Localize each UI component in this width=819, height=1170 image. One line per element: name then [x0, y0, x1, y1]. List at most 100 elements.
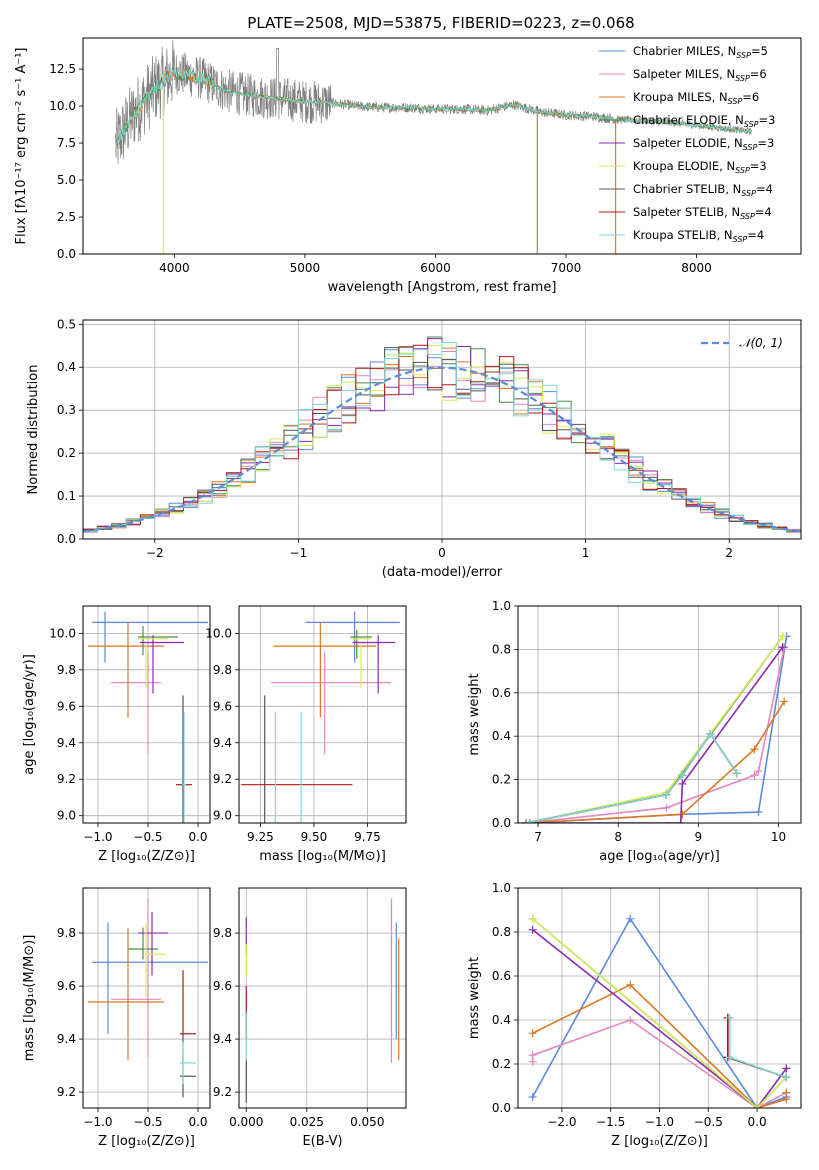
- mass-weight-marker: [662, 790, 671, 799]
- spectrum-ytick-label: 12.5: [49, 62, 76, 76]
- weight_vs_age-frame: 7 8 9 10 0.0 0.2 0.4 0.6 0.8 1.0 age [log₁₀(age/yr…: [467, 599, 802, 864]
- age_vs_mass-ytick-label: 10.0: [205, 626, 232, 640]
- residuals-xtick-label: −1: [290, 546, 308, 560]
- legend-entry: 𝒩(0, 1): [739, 336, 783, 350]
- age_vs_mass-xlabel: mass [log₁₀(M/M⊙)]: [259, 849, 386, 864]
- mass_vs_z-ytick-label: 9.6: [57, 979, 76, 993]
- age_vs_z-ytick-label: 9.0: [57, 809, 76, 823]
- mass-weight-marker: [662, 803, 671, 812]
- age_vs_mass-ytick-label: 9.0: [213, 809, 232, 823]
- legend-entry: Salpeter STELIB, NSSP=4: [633, 205, 772, 221]
- residuals-xtick-label: −2: [146, 546, 164, 560]
- mass_vs_z-xtick-label: −1.0: [83, 1115, 112, 1129]
- age_vs_z-ytick-label: 10.0: [49, 626, 76, 640]
- mass-weight-marker: [780, 697, 789, 706]
- age_vs_z-xlabel: Z [log₁₀(Z/Z⊙)]: [98, 849, 195, 864]
- spectrum-xtick-label: 8000: [681, 261, 712, 275]
- mass_vs_ebv-xtick-label: 0.000: [229, 1115, 263, 1129]
- weight_vs_z-xlabel: Z [log₁₀(Z/Z⊙)]: [611, 1134, 708, 1149]
- age_vs_mass-xtick-label: 9.50: [301, 830, 328, 844]
- age_vs_mass-xtick-label: 9.75: [354, 830, 381, 844]
- mass-weight-line: [532, 929, 788, 1108]
- legend-entry: Kroupa STELIB, NSSP=4: [633, 228, 764, 244]
- mass_vs_z-ytick-label: 9.8: [57, 926, 76, 940]
- legend-entry: Chabrier STELIB, NSSP=4: [633, 182, 773, 198]
- mass_vs_z-ylabel: mass [log₁₀(M/M⊙)]: [22, 935, 37, 1062]
- weight_vs_z-ytick-label: 0.0: [492, 1101, 511, 1115]
- mass-weight-marker: [782, 1064, 791, 1073]
- legend-entry: Kroupa MILES, NSSP=6: [633, 90, 759, 106]
- mass-weight-marker: [678, 779, 687, 788]
- weight_vs_z-frame: −2.0 −1.5 −1.0 −0.5 0.0 0.0 0.2 0.4 0.6 0.8 1.0 Z […: [467, 881, 802, 1149]
- mass_vs_ebv-ytick-label: 9.2: [213, 1085, 232, 1099]
- mass-weight-marker: [750, 745, 759, 754]
- mass-weight-marker: [778, 632, 787, 641]
- age_vs_z-xtick-label: −1.0: [83, 830, 112, 844]
- residuals-ytick-label: 0.4: [57, 360, 76, 374]
- age_vs_mass-plot: [241, 611, 400, 823]
- mass-weight-marker: [528, 925, 537, 934]
- mass-weight-marker: [678, 810, 687, 819]
- mass-weight-marker: [732, 769, 741, 778]
- residuals-ytick-label: 0.2: [57, 446, 76, 460]
- spectrum-xtick-label: 4000: [159, 261, 190, 275]
- mass-weight-marker: [676, 819, 685, 823]
- weight_vs_age-ytick-label: 0.0: [492, 816, 511, 830]
- age_vs_z-ytick-label: 9.4: [57, 736, 76, 750]
- mass_vs_z-plot: [88, 898, 208, 1098]
- age_vs_mass-axes: [239, 606, 406, 823]
- weight_vs_age-xlabel: age [log₁₀(age/yr)]: [599, 849, 720, 864]
- mass-weight-marker: [528, 1093, 537, 1101]
- weight_vs_age-plot: [522, 632, 791, 823]
- spectrum-xtick-label: 7000: [551, 261, 582, 275]
- mass-weight-marker: [754, 766, 763, 775]
- mass-weight-line: [526, 646, 784, 823]
- weight_vs_age-ylabel: mass weight: [467, 673, 482, 755]
- mass-weight-marker: [528, 1029, 537, 1038]
- mass-weight-marker: [528, 914, 537, 923]
- residuals-ytick-label: 0.1: [57, 489, 76, 503]
- residual-histogram: [83, 344, 801, 533]
- mass-weight-marker: [725, 1013, 734, 1022]
- spectrum-xtick-label: 6000: [420, 261, 451, 275]
- weight_vs_age-ytick-label: 0.2: [492, 773, 511, 787]
- mass-weight-marker: [754, 808, 763, 817]
- weight_vs_z-ytick-label: 0.8: [492, 925, 511, 939]
- mass-weight-marker: [626, 980, 635, 989]
- residuals-frame: −2 −1 0 1 2 0.0 0.1 0.2 0.3 0.4 0.5 (data-model)/er…: [26, 317, 802, 580]
- weight_vs_z-ylabel: mass weight: [467, 957, 482, 1039]
- spectrum-ylabel: Flux [fλ10⁻¹⁷ erg cm⁻² s⁻¹ A⁻¹]: [14, 48, 29, 245]
- weight_vs_z-ytick-label: 0.2: [492, 1057, 511, 1071]
- residuals-xtick-label: 1: [582, 546, 590, 560]
- weight_vs_z-ytick-label: 0.4: [492, 1013, 511, 1027]
- weight_vs_z-axes: [518, 887, 801, 1109]
- mass-weight-marker: [522, 819, 531, 823]
- mass_vs_ebv-frame: 0.000 0.025 0.050 9.2 9.4 9.6 9.8 E(B-V): [213, 887, 407, 1149]
- mass_vs_ebv-ytick-label: 9.4: [213, 1032, 232, 1046]
- mass-weight-marker: [782, 1073, 791, 1082]
- residuals-ylabel: Normed distribution: [26, 365, 41, 495]
- mass-weight-marker: [778, 643, 787, 652]
- weight_vs_age-ytick-label: 0.8: [492, 642, 511, 656]
- spectrum-plot: [115, 39, 752, 254]
- age_vs_z-ytick-label: 9.2: [57, 772, 76, 786]
- spectrum-ytick-label: 7.5: [57, 136, 76, 150]
- residuals-xtick-label: 0: [438, 546, 446, 560]
- mass-weight-marker: [782, 1088, 791, 1097]
- spectrum-ytick-label: 0.0: [57, 247, 76, 261]
- figure-title: PLATE=2508, MJD=53875, FIBERID=0223, z=0…: [247, 14, 634, 32]
- mass-weight-line: [525, 635, 784, 823]
- mass_vs_ebv-xtick-label: 0.050: [350, 1115, 384, 1129]
- mass_vs_ebv-axes: [239, 888, 406, 1108]
- age_vs_mass-ytick-label: 9.8: [213, 663, 232, 677]
- age_vs_z-xtick-label: 0.0: [188, 830, 207, 844]
- mass_vs_z-xlabel: Z [log₁₀(Z/Z⊙)]: [98, 1134, 195, 1149]
- age_vs_mass-ytick-label: 9.6: [213, 699, 232, 713]
- mass-weight-line: [532, 918, 787, 1108]
- age_vs_mass-ytick-label: 9.4: [213, 736, 232, 750]
- weight_vs_age-xtick-label: 9: [695, 830, 703, 844]
- mass_vs_z-ytick-label: 9.2: [57, 1085, 76, 1099]
- residuals-ytick-label: 0.3: [57, 403, 76, 417]
- mass-weight-marker: [750, 771, 759, 780]
